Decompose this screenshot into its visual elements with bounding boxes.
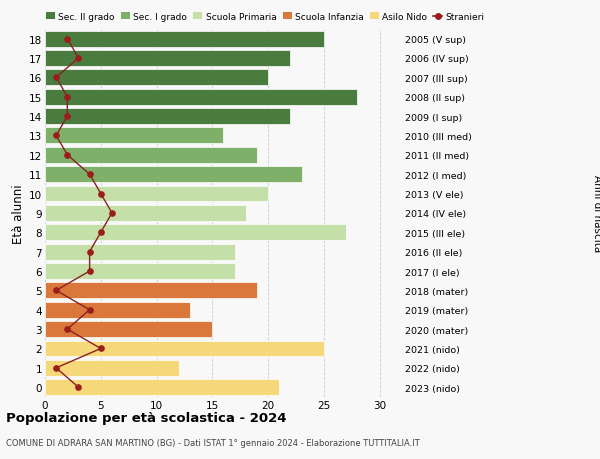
Bar (45, 90, 358, 106)
Text: Popolazione per età scolastica - 2024: Popolazione per età scolastica - 2024 (6, 411, 287, 424)
Bar (45, 341, 324, 357)
Bar (45, 321, 212, 337)
Y-axis label: Età alunni: Età alunni (12, 184, 25, 243)
Text: Anni di nascita: Anni di nascita (592, 175, 600, 252)
Bar (45, 70, 268, 86)
Bar (45, 302, 190, 318)
Bar (45, 32, 324, 47)
Bar (45, 206, 246, 221)
Bar (45, 51, 290, 67)
Bar (45, 360, 179, 376)
Bar (45, 186, 268, 202)
Bar (45, 263, 235, 280)
Text: COMUNE DI ADRARA SAN MARTINO (BG) - Dati ISTAT 1° gennaio 2024 - Elaborazione TU: COMUNE DI ADRARA SAN MARTINO (BG) - Dati… (6, 438, 420, 448)
Bar (45, 380, 279, 395)
Bar (45, 128, 223, 144)
Bar (45, 225, 346, 241)
Bar (45, 283, 257, 299)
Bar (45, 109, 290, 125)
Bar (45, 244, 235, 260)
Bar (45, 167, 302, 183)
Legend: Sec. II grado, Sec. I grado, Scuola Primaria, Scuola Infanzia, Asilo Nido, Stran: Sec. II grado, Sec. I grado, Scuola Prim… (46, 13, 485, 22)
Bar (45, 147, 257, 163)
